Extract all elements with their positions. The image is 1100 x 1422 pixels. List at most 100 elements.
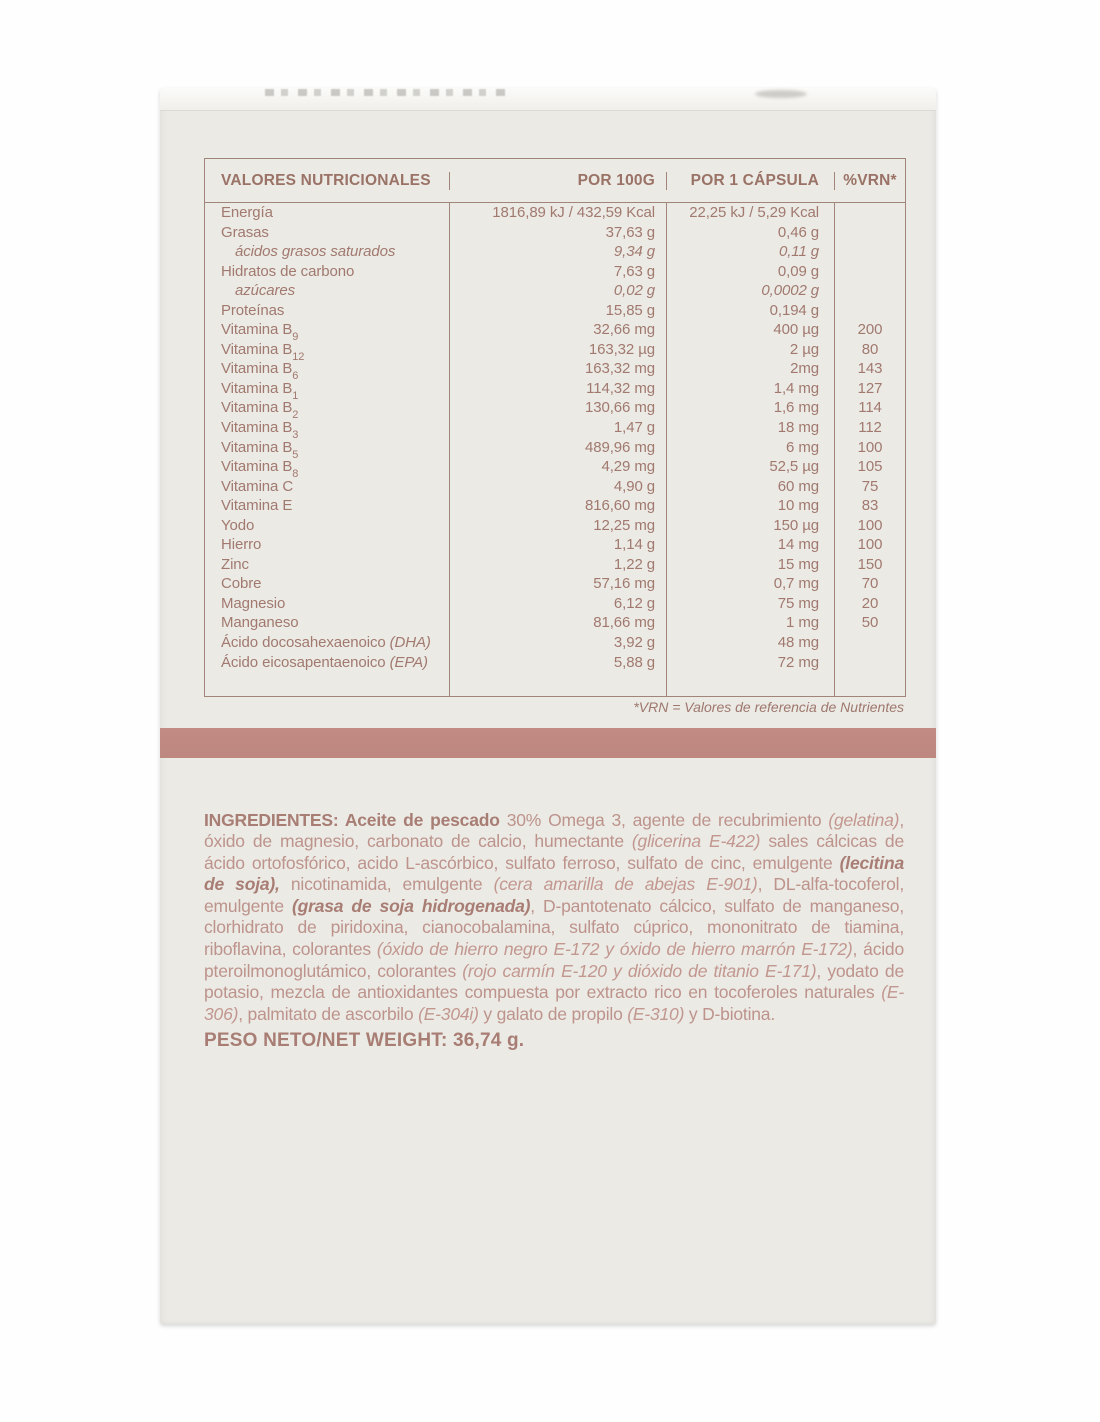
- value-per-capsule: 75 mg: [667, 593, 835, 614]
- value-per-capsule: 2mg: [667, 359, 835, 379]
- value-per-100g: 1,47 g: [450, 418, 667, 438]
- value-per-capsule: 60 mg: [667, 476, 835, 497]
- value-per-100g: 32,66 mg: [450, 320, 667, 340]
- value-vrn: 112: [858, 419, 882, 437]
- cropped-logo-mark: [755, 90, 807, 98]
- value-vrn: [835, 262, 905, 282]
- nutrient-name: Vitamina B: [221, 340, 293, 358]
- table-row-grasas: Grasas 37,63 g 0,46 g: [205, 222, 905, 243]
- value-per-capsule: 0,11 g: [667, 242, 835, 262]
- value-vrn: 100: [857, 536, 883, 554]
- value-vrn: 200: [857, 321, 883, 339]
- table-row-yodo: Yodo 12,25 mg 150 µg 100: [205, 515, 905, 536]
- header-valores-nutricionales: VALORES NUTRICIONALES: [205, 171, 450, 190]
- value-vrn: [835, 281, 905, 301]
- nutrient-name: azúcares: [235, 282, 296, 300]
- value-per-100g: 6,12 g: [450, 593, 667, 614]
- value-per-capsule: 2 µg: [667, 339, 835, 360]
- net-weight: PESO NETO/NET WEIGHT: 36,74 g.: [204, 1030, 525, 1051]
- table-row-epa: Ácido eicosapentaenoico (EPA) 5,88 g 72 …: [205, 652, 905, 673]
- nutrient-name: Hierro: [221, 536, 262, 554]
- table-row-vitamina-b12: Vitamina B12 163,32 µg 2 µg 80: [205, 339, 905, 363]
- value-vrn: 80: [861, 340, 879, 358]
- value-per-100g: 9,34 g: [450, 242, 667, 262]
- nutrient-name: Vitamina B: [221, 438, 293, 456]
- value-vrn: [835, 301, 905, 321]
- nutrient-name: Vitamina B: [221, 360, 293, 378]
- value-per-100g: 816,60 mg: [450, 496, 667, 516]
- nutrient-name: Vitamina E: [221, 497, 293, 515]
- table-row-vitamina-b6: Vitamina B6 163,32 mg 2mg 143: [205, 359, 905, 383]
- header-vrn: %VRN*: [843, 171, 897, 189]
- vitamin-subscript: 2: [292, 409, 299, 422]
- value-per-100g: 1,14 g: [450, 535, 667, 555]
- value-per-capsule: 6 mg: [667, 437, 835, 458]
- value-vrn: 143: [857, 360, 883, 378]
- value-per-capsule: 150 µg: [667, 515, 835, 536]
- vitamin-subscript: 8: [292, 468, 299, 481]
- table-row-acidos-grasos-saturados: ácidos grasos saturados 9,34 g 0,11 g: [205, 242, 905, 262]
- ingredients-paragraph: INGREDIENTES: Aceite de pescado 30% Omeg…: [204, 809, 905, 1024]
- value-per-100g: 7,63 g: [450, 261, 667, 282]
- nutrient-name: Vitamina B: [221, 379, 293, 397]
- value-per-100g: 4,29 mg: [450, 457, 667, 477]
- nutrient-name: Vitamina B: [221, 321, 293, 339]
- cropped-brand-text: [265, 89, 510, 96]
- nutrient-name: Yodo: [221, 516, 255, 534]
- value-vrn: 100: [857, 516, 883, 534]
- value-vrn: 150: [857, 555, 883, 573]
- table-row-dha: Ácido docosahexaenoico (DHA) 3,92 g 48 m…: [205, 633, 905, 653]
- value-vrn: 20: [861, 594, 879, 612]
- value-per-100g: 4,90 g: [450, 476, 667, 497]
- nutrient-name: Vitamina B: [221, 399, 293, 417]
- value-per-100g: 37,63 g: [450, 222, 667, 243]
- nutrition-table-header: VALORES NUTRICIONALES POR 100G POR 1 CÁP…: [205, 159, 905, 203]
- value-per-capsule: 15 mg: [667, 554, 835, 575]
- value-vrn: 114: [858, 399, 882, 417]
- nutrition-table: VALORES NUTRICIONALES POR 100G POR 1 CÁP…: [204, 158, 906, 697]
- value-vrn: [835, 223, 905, 243]
- vitamin-subscript: 12: [292, 350, 305, 363]
- value-per-capsule: 0,7 mg: [667, 574, 835, 594]
- value-per-100g: 3,92 g: [450, 633, 667, 653]
- table-row-hierro: Hierro 1,14 g 14 mg 100: [205, 535, 905, 555]
- value-per-capsule: 48 mg: [667, 633, 835, 653]
- value-per-capsule: 0,194 g: [667, 300, 835, 321]
- vitamin-subscript: 6: [292, 370, 299, 383]
- nutrient-name: Vitamina C: [221, 477, 294, 495]
- table-row-vitamina-b3: Vitamina B3 1,47 g 18 mg 112: [205, 418, 905, 442]
- vitamin-subscript: 3: [292, 429, 299, 442]
- value-per-100g: 0,02 g: [450, 281, 667, 301]
- value-per-capsule: 14 mg: [667, 535, 835, 555]
- value-per-capsule: 0,09 g: [667, 261, 835, 282]
- nutrient-name: Ácido eicosapentaenoico: [221, 653, 390, 671]
- table-row-hidratos: Hidratos de carbono 7,63 g 0,09 g: [205, 261, 905, 282]
- value-vrn: 70: [861, 575, 879, 593]
- table-row-azucares: azúcares 0,02 g 0,0002 g: [205, 281, 905, 301]
- nutrient-name-abbrev: (EPA): [389, 653, 429, 671]
- header-por-100g: POR 100G: [450, 171, 667, 190]
- value-vrn: 83: [861, 497, 879, 515]
- value-per-100g: 15,85 g: [450, 300, 667, 321]
- nutrient-name: Manganeso: [221, 614, 299, 632]
- nutrient-name: Vitamina B: [221, 458, 293, 476]
- table-row-cobre: Cobre 57,16 mg 0,7 mg 70: [205, 574, 905, 594]
- value-per-capsule: 10 mg: [667, 496, 835, 516]
- value-per-100g: 1,22 g: [450, 554, 667, 575]
- nutrient-name: Magnesio: [221, 594, 286, 612]
- table-row-magnesio: Magnesio 6,12 g 75 mg 20: [205, 593, 905, 614]
- value-per-100g: 81,66 mg: [450, 613, 667, 634]
- value-per-capsule: 0,0002 g: [667, 281, 835, 301]
- value-per-100g: 489,96 mg: [450, 437, 667, 458]
- value-per-100g: 130,66 mg: [450, 398, 667, 419]
- nutrient-name: Energía: [221, 204, 273, 221]
- nutrient-name: Hidratos de carbono: [221, 262, 355, 280]
- value-per-capsule: 0,46 g: [667, 222, 835, 243]
- nutrient-name: Zinc: [221, 555, 249, 573]
- vitamin-subscript: 5: [292, 448, 299, 461]
- table-row-vitamina-b8: Vitamina B8 4,29 mg 52,5 µg 105: [205, 457, 905, 481]
- nutrient-name: Cobre: [221, 575, 262, 593]
- table-row-vitamina-e: Vitamina E 816,60 mg 10 mg 83: [205, 496, 905, 516]
- value-per-capsule: 72 mg: [667, 652, 835, 673]
- value-per-100g: 5,88 g: [450, 652, 667, 673]
